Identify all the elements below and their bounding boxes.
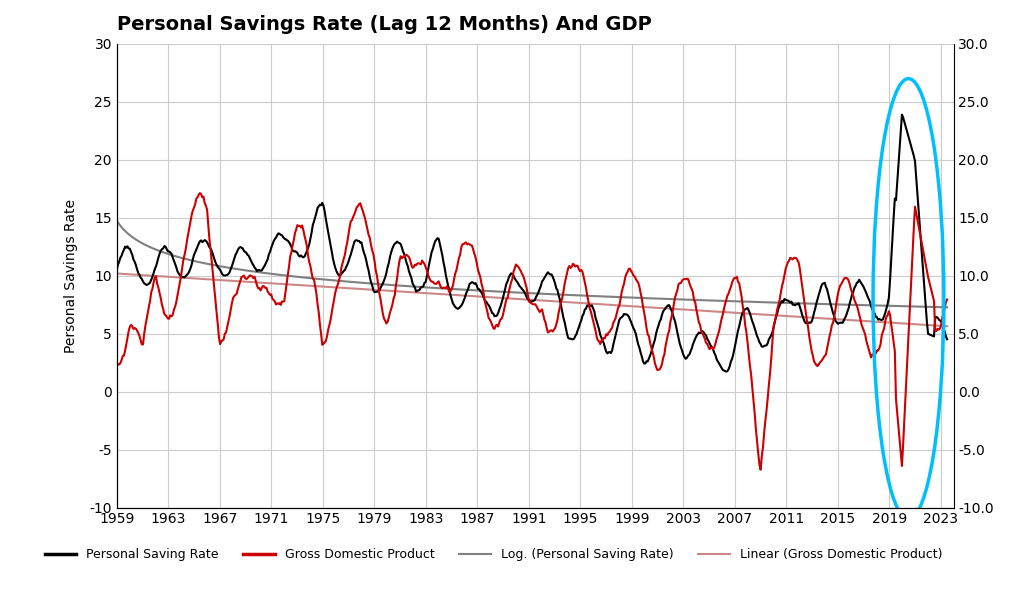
Text: Personal Savings Rate (Lag 12 Months) And GDP: Personal Savings Rate (Lag 12 Months) An… bbox=[117, 15, 652, 34]
Legend: Personal Saving Rate, Gross Domestic Product, Log. (Personal Saving Rate), Linea: Personal Saving Rate, Gross Domestic Pro… bbox=[39, 543, 947, 566]
Y-axis label: Personal Savings Rate: Personal Savings Rate bbox=[65, 199, 79, 352]
